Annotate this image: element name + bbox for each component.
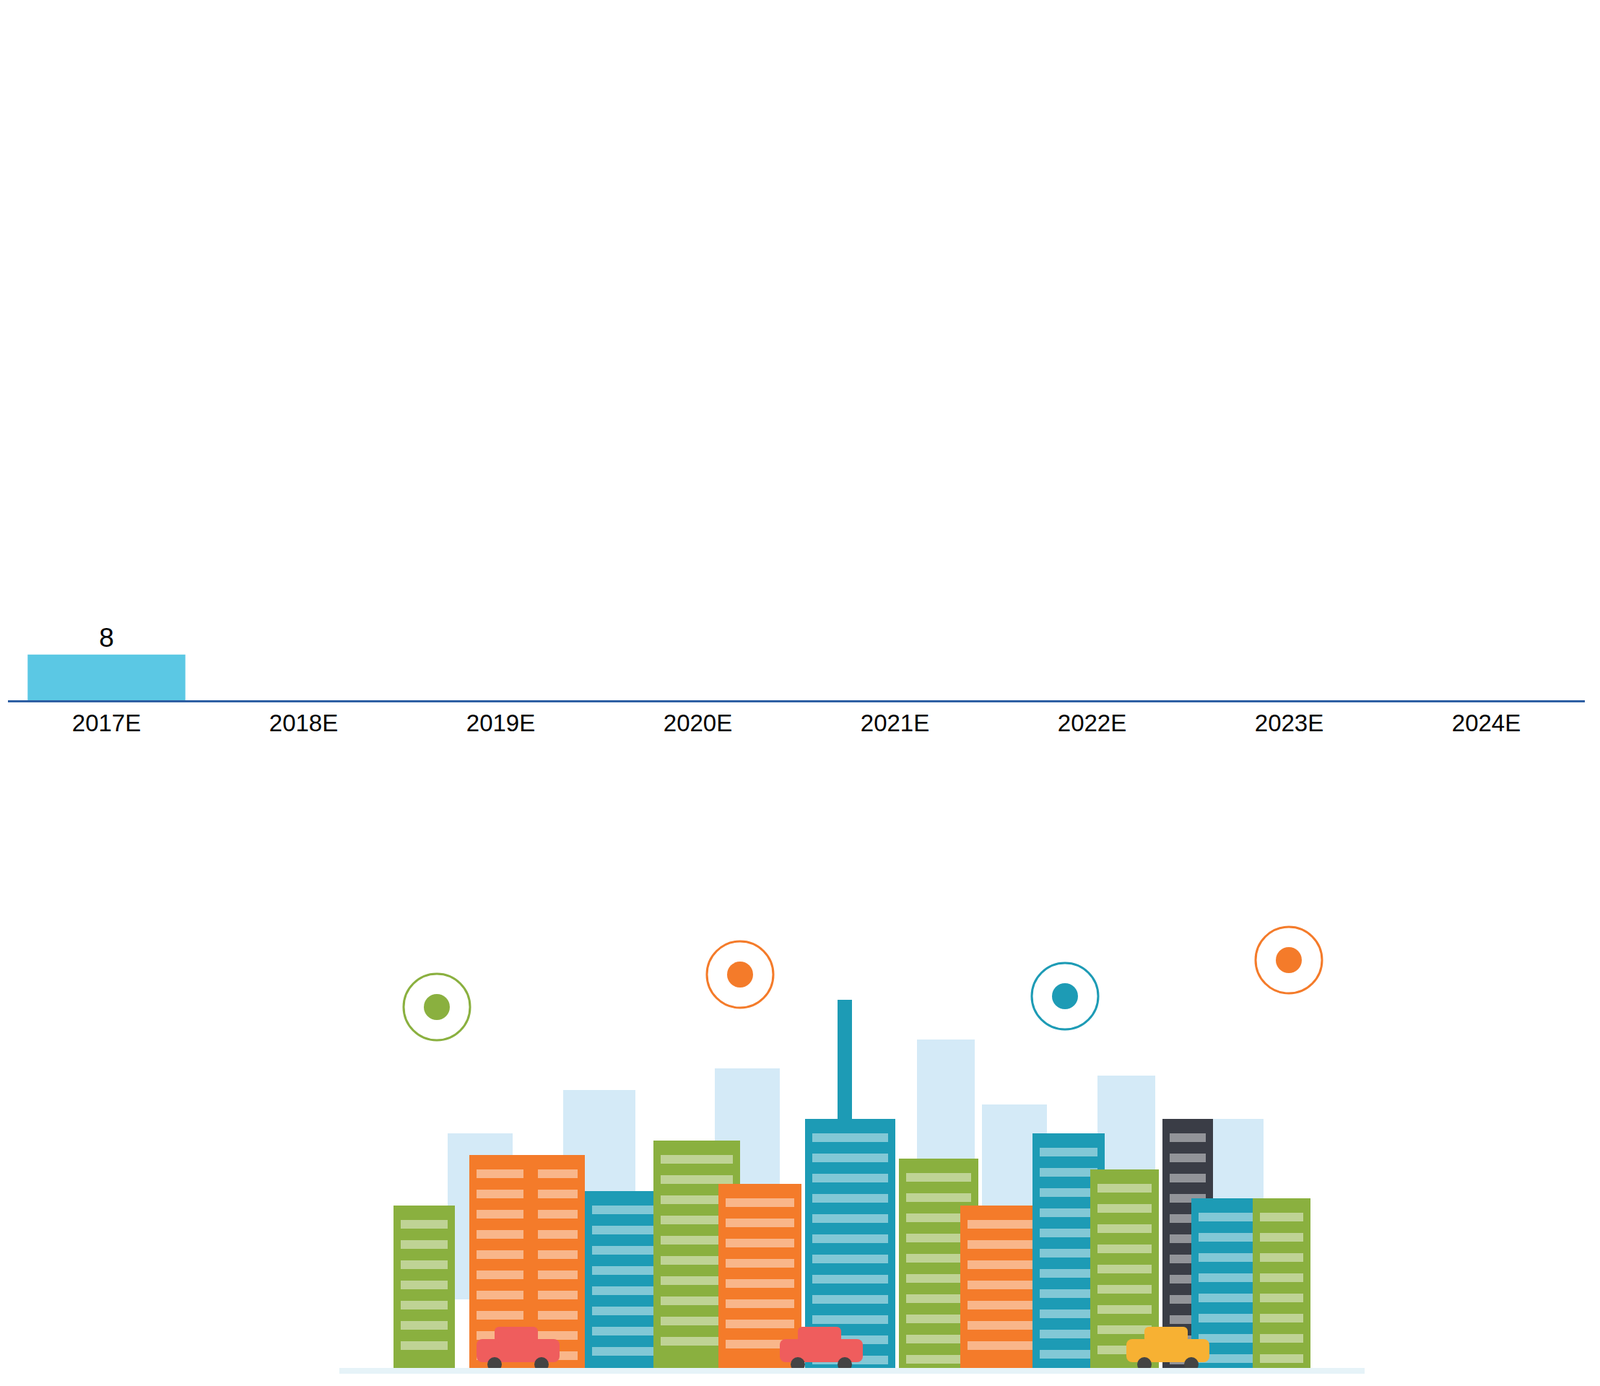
svg-text:2019E: 2019E	[466, 709, 536, 737]
svg-text:2020E: 2020E	[663, 709, 733, 737]
svg-text:2022E: 2022E	[1057, 709, 1127, 737]
svg-text:8: 8	[98, 623, 115, 653]
svg-text:2021E: 2021E	[860, 709, 930, 737]
svg-text:2024E: 2024E	[1451, 709, 1521, 737]
svg-text:2018E: 2018E	[269, 709, 338, 737]
svg-text:2023E: 2023E	[1254, 709, 1324, 737]
svg-text:2017E: 2017E	[72, 709, 141, 737]
